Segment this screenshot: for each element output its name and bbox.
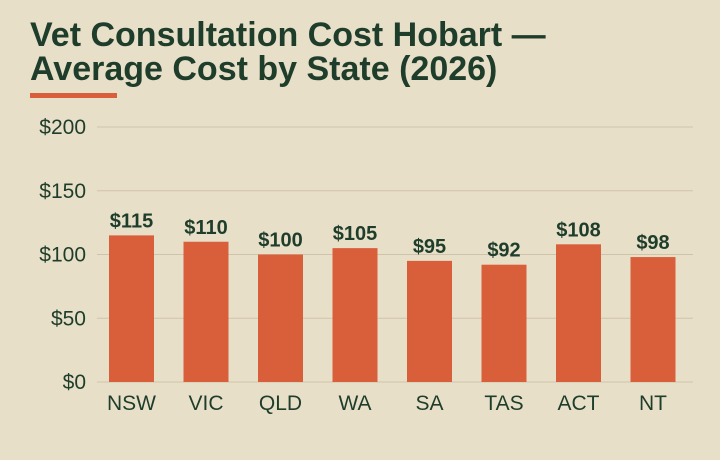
bar-value-label: $100 <box>258 230 303 252</box>
bar-value-label: $95 <box>413 236 446 258</box>
x-category-label: SA <box>415 392 443 415</box>
bar <box>109 235 154 382</box>
y-tick-label: $150 <box>39 180 86 203</box>
x-category-label: NT <box>639 392 667 415</box>
y-tick-label: $50 <box>51 307 86 330</box>
bar-value-label: $105 <box>333 223 378 245</box>
bar-value-label: $115 <box>110 210 153 232</box>
bar-value-label: $108 <box>556 219 601 241</box>
x-category-label: ACT <box>558 392 600 415</box>
bar-value-label: $110 <box>184 217 227 239</box>
bar <box>556 244 601 382</box>
bar-value-label: $98 <box>636 232 669 254</box>
bar <box>332 248 378 382</box>
bar <box>630 257 676 382</box>
x-category-label: WA <box>338 392 371 415</box>
y-tick-label: $0 <box>63 371 86 394</box>
bar <box>258 254 303 382</box>
bar <box>183 241 229 382</box>
title-accent-rule <box>30 93 117 98</box>
y-tick-label: $100 <box>39 244 86 267</box>
bar <box>481 264 527 382</box>
x-category-label: VIC <box>188 392 223 415</box>
chart-title: Vet Consultation Cost Hobart — Average C… <box>30 16 546 88</box>
x-category-label: QLD <box>259 392 302 415</box>
x-category-label: NSW <box>107 392 156 415</box>
bar-value-label: $92 <box>487 240 520 262</box>
x-category-label: TAS <box>484 392 523 415</box>
y-tick-label: $200 <box>39 116 86 139</box>
bar <box>407 260 452 382</box>
